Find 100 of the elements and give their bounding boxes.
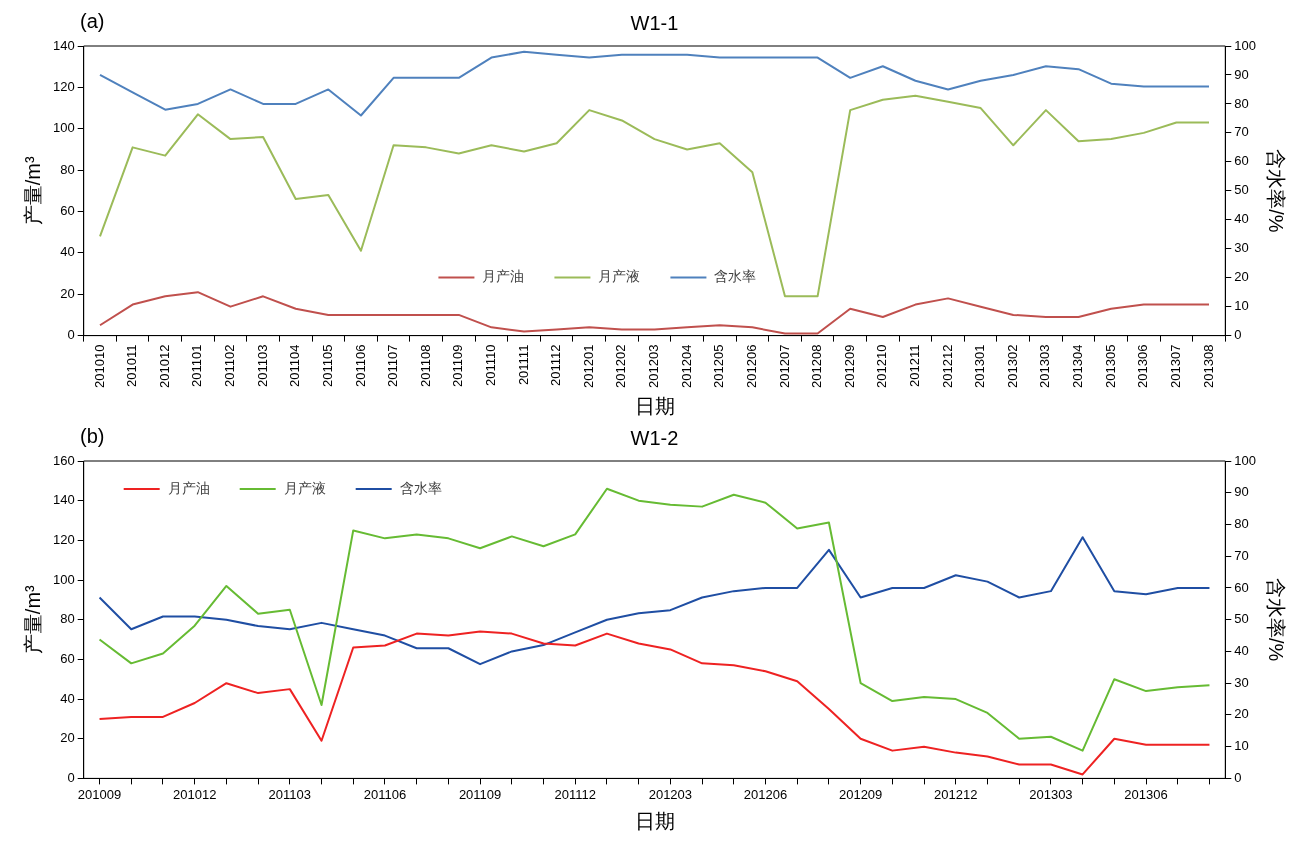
y2-tick-label: 0	[1234, 769, 1242, 785]
x-tick-label: 201206	[743, 786, 788, 802]
y2-tick-label: 60	[1234, 579, 1249, 595]
x-tick-label: 201102	[222, 344, 238, 388]
x-tick-label: 201210	[874, 344, 890, 389]
x-tick-label: 201203	[648, 786, 693, 802]
x-tick-label: 201201	[580, 344, 596, 389]
y-tick-label: 20	[60, 730, 75, 746]
y2-tick-label: 70	[1234, 547, 1249, 563]
x-tick-label: 201203	[646, 344, 662, 389]
x-tick-label: 201012	[156, 344, 172, 389]
y-tick-label: 120	[52, 78, 75, 94]
legend-label: 含水率	[399, 479, 442, 496]
x-tick-label: 201202	[613, 344, 629, 389]
x-tick-label: 201101	[189, 344, 205, 388]
x-axis-title: 日期	[634, 394, 675, 417]
x-tick-label: 201105	[319, 344, 335, 388]
y2-tick-label: 30	[1234, 674, 1249, 690]
legend-label: 月产液	[283, 479, 326, 496]
legend-label: 含水率	[714, 268, 757, 285]
x-tick-label: 201207	[776, 344, 792, 389]
x-tick-label: 201211	[907, 344, 923, 388]
chart-title: W1-2	[630, 426, 679, 449]
x-tick-label: 201109	[450, 344, 466, 388]
y2-tick-label: 10	[1234, 298, 1249, 314]
x-tick-label: 201308	[1200, 344, 1216, 389]
y-tick-label: 100	[52, 120, 75, 136]
x-tick-label: 201010	[91, 344, 107, 389]
x-tick-label: 201205	[711, 344, 727, 389]
x-tick-label: 201305	[1102, 344, 1118, 389]
y-tick-label: 160	[52, 452, 75, 468]
x-tick-label: 201106	[363, 786, 407, 802]
y2-tick-label: 40	[1234, 211, 1249, 227]
x-tick-label: 201108	[417, 344, 433, 388]
x-tick-label: 201109	[458, 786, 502, 802]
y-tick-label: 60	[60, 203, 75, 219]
x-tick-label: 201009	[77, 786, 122, 802]
x-tick-label: 201106	[352, 344, 368, 388]
y-axis-title: 产量/m³	[21, 584, 44, 655]
y2-axis-title: 含水率/%	[1265, 149, 1288, 233]
x-tick-label: 201103	[254, 344, 270, 388]
chart-title: W1-1	[630, 11, 679, 34]
y-tick-label: 80	[60, 161, 75, 177]
y2-axis-title: 含水率/%	[1265, 578, 1288, 662]
x-tick-label: 201204	[678, 344, 694, 389]
y-tick-label: 40	[60, 244, 75, 260]
y-tick-label: 40	[60, 690, 75, 706]
y2-tick-label: 10	[1234, 738, 1249, 754]
y2-tick-label: 80	[1234, 95, 1249, 111]
x-tick-label: 201208	[809, 344, 825, 389]
y2-tick-label: 90	[1234, 66, 1249, 82]
x-tick-label: 201110	[482, 344, 498, 387]
x-tick-label: 201107	[385, 344, 401, 388]
y-tick-label: 140	[52, 37, 75, 53]
x-tick-label: 201301	[972, 344, 988, 389]
x-tick-label: 201306	[1135, 344, 1151, 389]
y2-tick-label: 50	[1234, 611, 1249, 627]
y-tick-label: 140	[52, 492, 75, 508]
x-tick-label: 201206	[743, 344, 759, 389]
y2-tick-label: 80	[1234, 516, 1249, 532]
x-tick-label: 201303	[1037, 344, 1053, 389]
y2-tick-label: 20	[1234, 269, 1249, 285]
y2-tick-label: 40	[1234, 643, 1249, 659]
x-tick-label: 201303	[1029, 786, 1073, 802]
x-tick-label: 201011	[124, 344, 140, 388]
x-tick-label: 201212	[934, 786, 978, 802]
x-tick-label: 201111	[515, 344, 531, 386]
y2-tick-label: 0	[1234, 327, 1242, 343]
y2-tick-label: 50	[1234, 182, 1249, 198]
y2-tick-label: 70	[1234, 124, 1249, 140]
y2-tick-label: 60	[1234, 153, 1249, 169]
x-tick-label: 201112	[554, 786, 596, 802]
y-tick-label: 20	[60, 285, 75, 301]
x-tick-label: 201307	[1167, 344, 1183, 389]
x-tick-label: 201112	[548, 344, 564, 387]
text: (a)	[80, 9, 105, 32]
y2-tick-label: 100	[1234, 452, 1257, 468]
x-axis-title: 日期	[634, 809, 675, 832]
x-tick-label: 201012	[172, 786, 217, 802]
y-tick-label: 80	[60, 611, 75, 627]
x-tick-label: 201306	[1124, 786, 1168, 802]
y-tick-label: 0	[67, 327, 75, 343]
legend-label: 月产液	[598, 268, 641, 285]
legend-label: 月产油	[482, 268, 525, 285]
legend-label: 月产油	[167, 479, 210, 496]
y2-tick-label: 20	[1234, 706, 1249, 722]
x-tick-label: 201103	[268, 786, 312, 802]
x-tick-label: 201209	[841, 344, 857, 389]
y2-tick-label: 90	[1234, 484, 1249, 500]
x-tick-label: 201212	[939, 344, 955, 389]
x-tick-label: 201304	[1070, 344, 1086, 389]
x-tick-label: 201302	[1004, 344, 1020, 389]
x-tick-label: 201209	[838, 786, 883, 802]
y-axis-title: 产量/m³	[21, 156, 44, 226]
y-tick-label: 120	[52, 531, 75, 547]
text: (b)	[80, 424, 105, 447]
y-tick-label: 60	[60, 650, 75, 666]
y2-tick-label: 30	[1234, 240, 1249, 256]
x-tick-label: 201104	[287, 344, 303, 388]
y-tick-label: 100	[52, 571, 75, 587]
